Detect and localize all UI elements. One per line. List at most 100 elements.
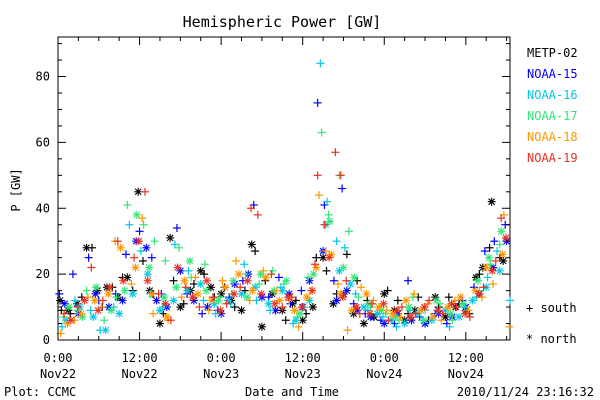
point-metp-02-south bbox=[312, 253, 321, 262]
point-noaa-17-north bbox=[497, 227, 506, 236]
point-noaa-15-south bbox=[172, 224, 181, 233]
point-noaa-16-south bbox=[240, 260, 249, 269]
point-noaa-19-south bbox=[267, 270, 276, 279]
point-noaa-19-north bbox=[308, 286, 317, 295]
point-noaa-16-north bbox=[373, 309, 382, 318]
point-metp-02-north bbox=[155, 319, 164, 328]
point-noaa-16-south bbox=[96, 326, 105, 335]
point-noaa-15-north bbox=[152, 296, 161, 305]
point-noaa-19-south bbox=[113, 237, 122, 246]
point-noaa-16-south bbox=[493, 247, 502, 256]
point-metp-02-south bbox=[240, 286, 249, 295]
point-noaa-16-north bbox=[169, 296, 178, 305]
point-noaa-19-north bbox=[379, 299, 388, 308]
point-noaa-17-south bbox=[241, 270, 250, 279]
point-noaa-19-south bbox=[154, 289, 163, 298]
point-noaa-17-south bbox=[495, 240, 504, 249]
point-noaa-17-south bbox=[435, 299, 444, 308]
point-noaa-18-south bbox=[315, 191, 324, 200]
point-noaa-18-south bbox=[245, 296, 254, 305]
point-metp-02-north bbox=[206, 283, 215, 292]
point-noaa-17-south bbox=[215, 293, 224, 302]
point-noaa-18-south bbox=[127, 280, 136, 289]
point-noaa-19-south bbox=[130, 253, 139, 262]
point-noaa-17-north bbox=[419, 316, 428, 325]
point-noaa-19-south bbox=[208, 293, 217, 302]
point-noaa-18-north bbox=[77, 309, 86, 318]
point-noaa-16-south bbox=[86, 306, 95, 315]
point-noaa-18-south bbox=[334, 280, 343, 289]
x-tick-date-label: Nov22 bbox=[122, 367, 158, 381]
point-noaa-15-south bbox=[338, 184, 347, 193]
point-noaa-15-north bbox=[342, 286, 351, 295]
point-noaa-19-south bbox=[87, 263, 96, 272]
point-noaa-16-south bbox=[70, 296, 79, 305]
point-metp-02-north bbox=[257, 322, 266, 331]
point-noaa-19-south bbox=[438, 309, 447, 318]
point-noaa-18-south bbox=[369, 296, 378, 305]
point-noaa-18-south bbox=[218, 276, 227, 285]
point-noaa-17-south bbox=[448, 316, 457, 325]
point-noaa-15-south bbox=[68, 270, 77, 279]
point-noaa-19-north bbox=[270, 299, 279, 308]
point-metp-02-north bbox=[499, 256, 508, 265]
point-noaa-15-south bbox=[490, 237, 499, 246]
y-axis-label: P [GW] bbox=[9, 168, 23, 211]
point-noaa-17-south bbox=[161, 256, 170, 265]
point-metp-02-south bbox=[485, 243, 494, 252]
legend-item-noaa-15: NOAA-15 bbox=[527, 67, 578, 81]
point-noaa-19-south bbox=[411, 309, 420, 318]
point-noaa-17-north bbox=[185, 256, 194, 265]
point-noaa-18-south bbox=[382, 306, 391, 315]
point-noaa-19-south bbox=[141, 187, 150, 196]
point-noaa-18-north bbox=[429, 312, 438, 321]
point-noaa-17-south bbox=[112, 293, 121, 302]
point-noaa-19-south bbox=[98, 296, 107, 305]
point-metp-02-south bbox=[291, 296, 300, 305]
point-noaa-15-south bbox=[147, 253, 156, 262]
point-noaa-19-north bbox=[66, 316, 75, 325]
point-metp-02-south bbox=[444, 293, 453, 302]
point-metp-02-south bbox=[230, 303, 239, 312]
point-noaa-18-north bbox=[104, 289, 113, 298]
point-noaa-19-south bbox=[247, 204, 256, 213]
point-noaa-19-north bbox=[393, 306, 402, 315]
point-noaa-19-south bbox=[452, 303, 461, 312]
point-noaa-16-north bbox=[223, 296, 232, 305]
point-noaa-19-north bbox=[94, 306, 103, 315]
point-noaa-17-north bbox=[107, 306, 116, 315]
y-tick-label: 0 bbox=[43, 333, 50, 347]
point-noaa-18-south bbox=[437, 316, 446, 325]
point-noaa-16-south bbox=[323, 197, 332, 206]
point-noaa-16-south bbox=[506, 296, 514, 305]
point-noaa-19-north bbox=[173, 263, 182, 272]
point-noaa-18-north bbox=[388, 309, 397, 318]
point-noaa-15-north bbox=[305, 276, 314, 285]
legend: METP-02 NOAA-15 NOAA-16 NOAA-17 NOAA-18 NOAA-… bbox=[527, 46, 578, 165]
point-noaa-19-north bbox=[188, 293, 197, 302]
point-noaa-17-south bbox=[200, 260, 209, 269]
point-noaa-15-north bbox=[60, 299, 69, 308]
point-noaa-18-north bbox=[456, 293, 465, 302]
legend-item-noaa-16: NOAA-16 bbox=[527, 88, 578, 102]
point-noaa-15-south bbox=[135, 227, 144, 236]
point-noaa-15-south bbox=[376, 316, 385, 325]
point-metp-02-south bbox=[475, 270, 484, 279]
point-noaa-15-south bbox=[390, 319, 399, 328]
point-noaa-16-north bbox=[237, 289, 246, 298]
point-noaa-18-south bbox=[343, 326, 352, 335]
point-noaa-17-south bbox=[324, 210, 333, 219]
legend-item-noaa-19: NOAA-19 bbox=[527, 151, 578, 165]
point-noaa-17-north bbox=[446, 309, 455, 318]
point-noaa-17-north bbox=[64, 303, 73, 312]
point-noaa-19-north bbox=[406, 312, 415, 321]
point-noaa-19-north bbox=[257, 289, 266, 298]
point-noaa-16-north bbox=[128, 289, 137, 298]
point-noaa-17-south bbox=[354, 293, 363, 302]
point-noaa-19-north bbox=[202, 276, 211, 285]
point-noaa-15-south bbox=[297, 286, 306, 295]
point-noaa-17-north bbox=[92, 283, 101, 292]
point-metp-02-south bbox=[393, 296, 402, 305]
point-noaa-18-south bbox=[423, 299, 432, 308]
point-noaa-18-south bbox=[410, 289, 419, 298]
